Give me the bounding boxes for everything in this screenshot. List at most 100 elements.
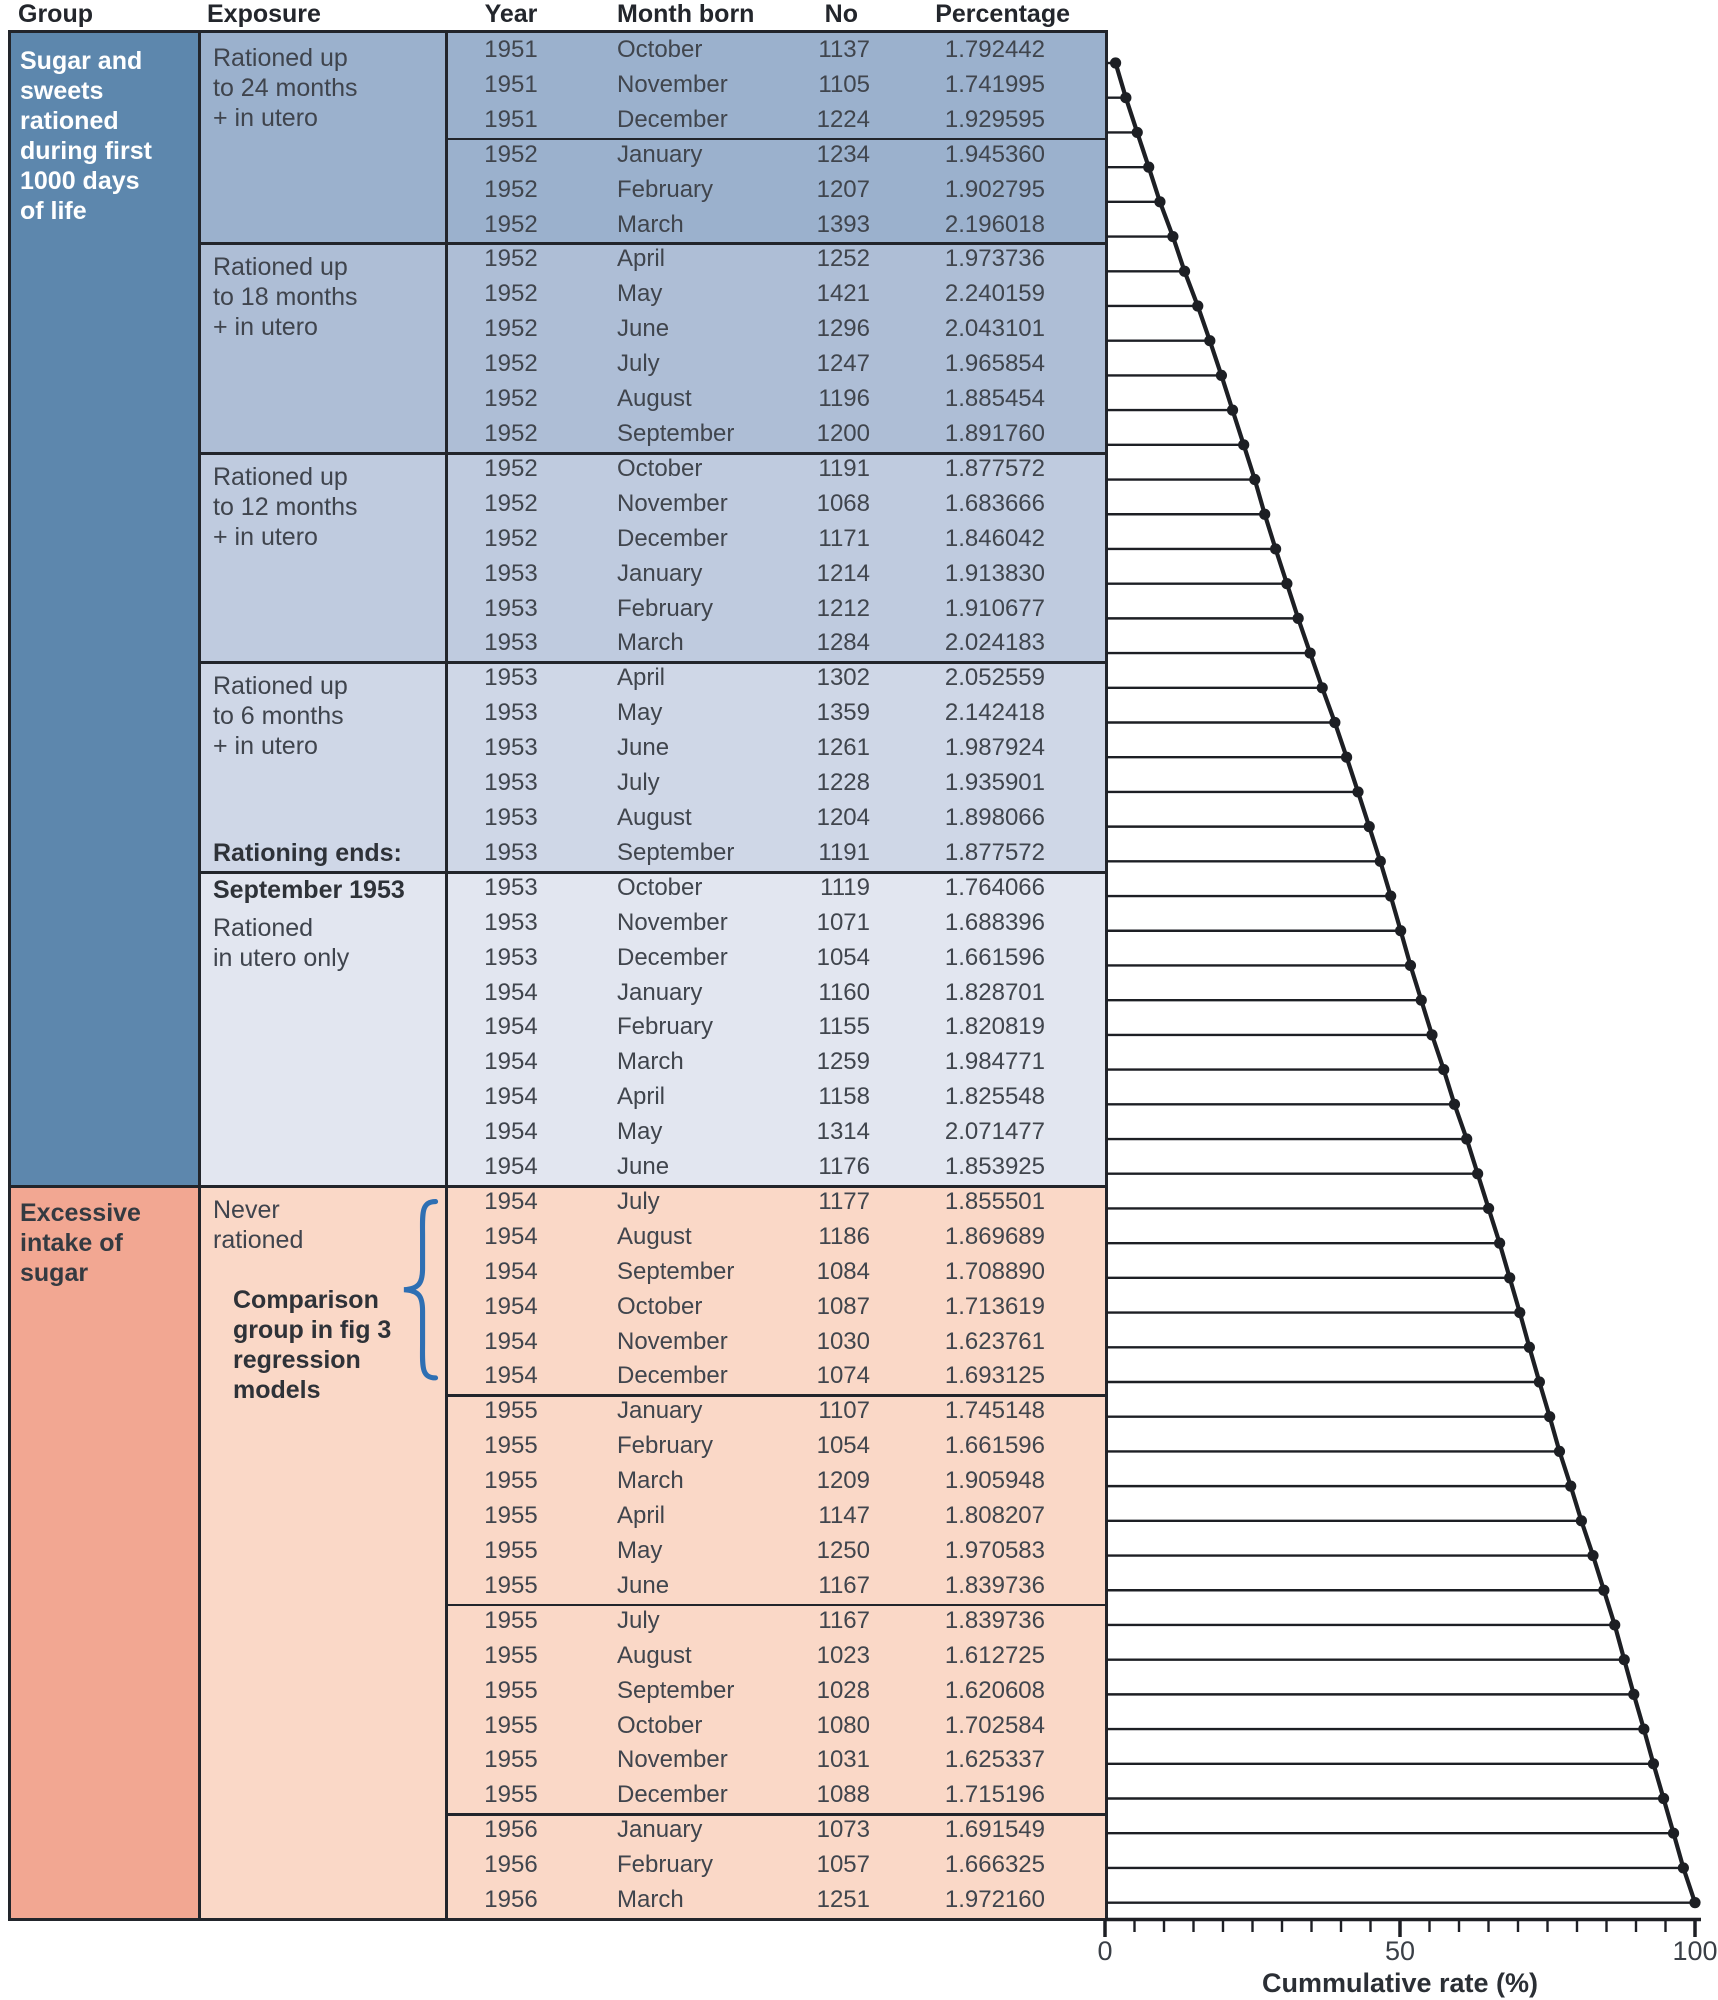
exposure-cell: September 1953 Rationed in utero only (198, 871, 445, 1185)
month-cell: August (617, 385, 692, 413)
year-cell: 1954 (484, 1048, 538, 1076)
no-cell: 1224 (816, 105, 870, 133)
year-cell: 1955 (484, 1397, 538, 1425)
data-point (1647, 1758, 1660, 1770)
year-cell: 1955 (484, 1676, 538, 1704)
year-cell: 1952 (484, 245, 538, 273)
table-row: 1955 October 1080 1.702584 (445, 1709, 1105, 1744)
data-point (1167, 230, 1179, 243)
month-cell: November (617, 70, 728, 98)
column-header-exposure: Exposure (207, 0, 321, 28)
table-border-line (445, 1813, 1105, 1816)
year-cell: 1952 (484, 140, 538, 168)
month-cell: May (617, 699, 663, 727)
percentage-cell: 1.792442 (944, 36, 1045, 63)
table-row: 1954 January 1160 1.828701 (445, 976, 1105, 1011)
no-cell: 1421 (816, 280, 870, 308)
data-point (1657, 1792, 1670, 1805)
table-row: 1952 March 1393 2.196018 (445, 208, 1105, 243)
percentage-cell: 1.987924 (944, 734, 1045, 762)
year-cell: 1953 (484, 734, 538, 762)
month-cell: October (617, 873, 703, 901)
exposure-cell: Rationed up to 6 months + in utero Rationin… (198, 661, 445, 870)
percentage-cell: 1.965854 (944, 350, 1045, 378)
no-cell: 1393 (816, 210, 870, 238)
percentage-cell: 1.741995 (944, 70, 1045, 98)
group-label-line: intake of (20, 1228, 123, 1257)
data-point (1374, 855, 1386, 867)
year-cell: 1953 (484, 838, 538, 866)
no-cell: 1177 (818, 1187, 870, 1215)
percentage-cell: 1.972160 (944, 1886, 1045, 1914)
data-point (1154, 196, 1166, 208)
table-row: 1956 February 1057 1.666325 (445, 1848, 1105, 1883)
percentage-cell: 1.910677 (944, 594, 1045, 622)
table-border-line (198, 451, 1105, 455)
year-cell: 1952 (484, 419, 538, 447)
exposure-band-bg (198, 870, 1105, 1185)
table-border-line (8, 1918, 1105, 1921)
table-border-line (445, 1603, 1105, 1607)
year-cell: 1953 (484, 699, 538, 727)
table-border-line (445, 137, 1105, 141)
group-label-line: Excessive (20, 1198, 141, 1227)
year-cell: 1956 (484, 1886, 538, 1914)
data-point (1385, 890, 1397, 902)
percentage-cell: 1.935901 (944, 769, 1045, 797)
no-cell: 1234 (816, 140, 870, 168)
exposure-cell: Never rationed Comparison group in fig 3 reg… (198, 1185, 445, 1918)
table-row: 1954 June 1176 1.853925 (445, 1150, 1105, 1185)
no-cell: 1204 (816, 803, 870, 831)
x-axis-title: Cummulative rate (%) (1261, 1968, 1539, 1998)
percentage-cell: 2.196018 (944, 210, 1045, 238)
year-cell: 1954 (484, 1118, 538, 1146)
no-cell: 1261 (816, 734, 870, 762)
no-cell: 1119 (820, 873, 870, 901)
percentage-cell: 1.973736 (944, 245, 1045, 273)
group-label-line: sugar (20, 1258, 89, 1287)
exposure-label: Rationed up to 24 months + in utero (213, 44, 358, 132)
data-point (1192, 300, 1204, 312)
year-cell: 1955 (484, 1711, 538, 1739)
no-cell: 1196 (818, 385, 870, 413)
no-cell: 1068 (816, 489, 870, 517)
month-cell: August (617, 1641, 692, 1669)
percentage-cell: 1.898066 (944, 803, 1045, 831)
month-cell: May (617, 1537, 663, 1565)
no-cell: 1296 (816, 315, 870, 343)
table-row: 1952 February 1207 1.902795 (445, 173, 1105, 208)
percentage-cell: 1.693125 (944, 1362, 1045, 1390)
no-cell: 1088 (816, 1781, 870, 1809)
no-cell: 1054 (816, 1432, 870, 1460)
table-row: 1955 May 1250 1.970583 (445, 1534, 1105, 1569)
no-cell: 1207 (816, 175, 870, 203)
data-point (1544, 1411, 1556, 1423)
month-cell: October (617, 1292, 703, 1320)
no-cell: 1191 (818, 838, 870, 866)
no-cell: 1167 (818, 1606, 870, 1634)
data-point (1316, 682, 1328, 694)
percentage-cell: 1.905948 (944, 1467, 1045, 1495)
month-cell: December (617, 943, 728, 971)
month-cell: November (617, 1746, 728, 1774)
percentage-cell: 1.820819 (944, 1013, 1045, 1041)
percentage-cell: 1.715196 (944, 1781, 1045, 1809)
percentage-cell: 2.024183 (944, 629, 1045, 657)
year-cell: 1954 (484, 1222, 538, 1250)
no-cell: 1359 (816, 699, 870, 727)
exposure-band-bg (198, 242, 1105, 452)
month-cell: March (617, 210, 684, 238)
month-cell: May (617, 280, 663, 308)
no-cell: 1191 (818, 454, 870, 482)
no-cell: 1147 (818, 1502, 870, 1530)
month-cell: April (617, 245, 666, 273)
x-tick-label-0: 0 (1097, 1936, 1113, 1966)
percentage-cell: 1.625337 (944, 1746, 1045, 1774)
month-cell: March (617, 1048, 684, 1076)
table-row: 1954 July 1177 1.855501 (445, 1185, 1105, 1220)
percentage-cell: 1.713619 (944, 1292, 1045, 1320)
exposure-label: Rationed in utero only (213, 913, 350, 972)
exposure-label: Rationed up to 12 months + in utero (213, 462, 358, 551)
table-row: 1952 November 1068 1.683666 (445, 487, 1105, 522)
month-cell: January (617, 1816, 703, 1844)
